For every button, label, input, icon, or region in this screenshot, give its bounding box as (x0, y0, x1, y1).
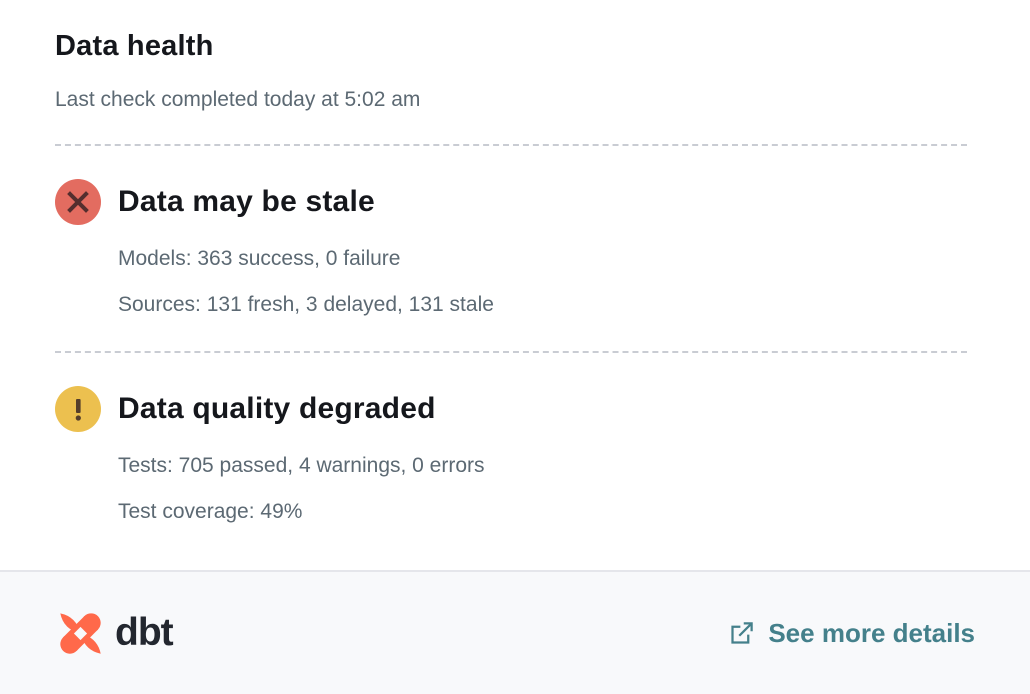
dbt-logo-icon (60, 612, 101, 654)
external-link-icon (731, 621, 754, 644)
see-more-details-label: See more details (768, 617, 975, 648)
dashed-divider (55, 144, 967, 146)
dashed-divider (55, 351, 967, 353)
section-data-quality: Data quality degraded Tests: 705 passed,… (55, 386, 967, 524)
tests-status-line: Tests: 705 passed, 4 warnings, 0 errors (118, 454, 485, 477)
card-body: Data health Last check completed today a… (55, 30, 967, 524)
page-title: Data health (55, 30, 214, 62)
section-title: Data quality degraded (118, 392, 436, 425)
dbt-wordmark: dbt (115, 611, 174, 654)
last-check-status: Last check completed today at 5:02 am (55, 88, 421, 111)
dbt-logo: dbt (55, 608, 174, 659)
see-more-details-link[interactable]: See more details (728, 618, 975, 649)
section-data-stale: Data may be stale Models: 363 success, 0… (55, 179, 967, 317)
section-title: Data may be stale (118, 185, 375, 218)
sources-status-line: Sources: 131 fresh, 3 delayed, 131 stale (118, 293, 494, 316)
x-circle-icon (55, 179, 101, 225)
alert-circle-icon (55, 386, 101, 432)
card-footer: dbt See more details (0, 570, 1030, 694)
models-status-line: Models: 363 success, 0 failure (118, 247, 401, 270)
test-coverage-line: Test coverage: 49% (118, 500, 303, 523)
